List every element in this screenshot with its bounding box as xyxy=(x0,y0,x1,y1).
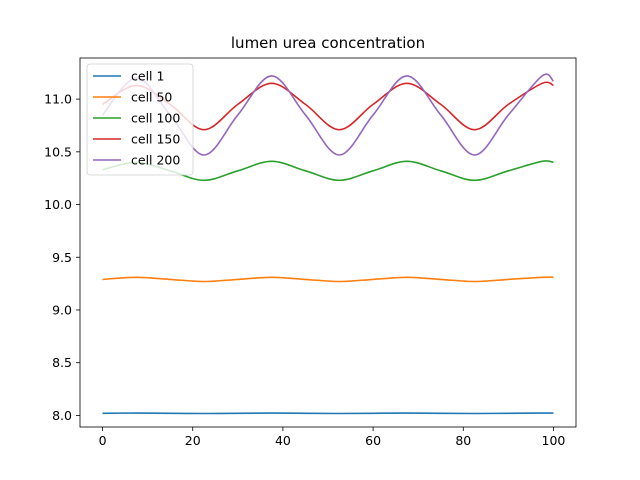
y-tick-label: 8.0 xyxy=(52,408,72,423)
series-line-2 xyxy=(102,276,554,283)
x-tick-label: 100 xyxy=(542,433,566,448)
legend-label-4: cell 150 xyxy=(131,132,180,147)
y-tick-label: 9.5 xyxy=(52,250,72,265)
legend-label-2: cell 50 xyxy=(131,90,172,105)
x-tick-label: 60 xyxy=(365,433,381,448)
legend-box xyxy=(86,63,194,176)
y-tick-label: 11.0 xyxy=(44,92,72,107)
x-tick-label: 80 xyxy=(455,433,471,448)
y-tick-label: 8.5 xyxy=(52,355,72,370)
y-tick-label: 10.0 xyxy=(44,197,72,212)
x-tick-label: 40 xyxy=(275,433,291,448)
plot-frame xyxy=(79,57,577,428)
legend: cell 1 cell 50 cell 100 cell 150 cell 200 xyxy=(86,63,194,176)
axis-layer: 0 20 40 60 80 100 8.0 8.5 9.0 9.5 10.0 10.5 11.0 xyxy=(44,57,577,448)
x-tick-label: 20 xyxy=(185,433,201,448)
chart-title: lumen urea concentration xyxy=(231,34,425,52)
legend-label-5: cell 200 xyxy=(131,153,180,168)
legend-label-3: cell 100 xyxy=(131,111,180,126)
y-tick-label: 10.5 xyxy=(44,144,72,159)
legend-label-1: cell 1 xyxy=(131,69,164,84)
y-tick-label: 9.0 xyxy=(52,302,72,317)
x-tick-label: 0 xyxy=(99,433,107,448)
